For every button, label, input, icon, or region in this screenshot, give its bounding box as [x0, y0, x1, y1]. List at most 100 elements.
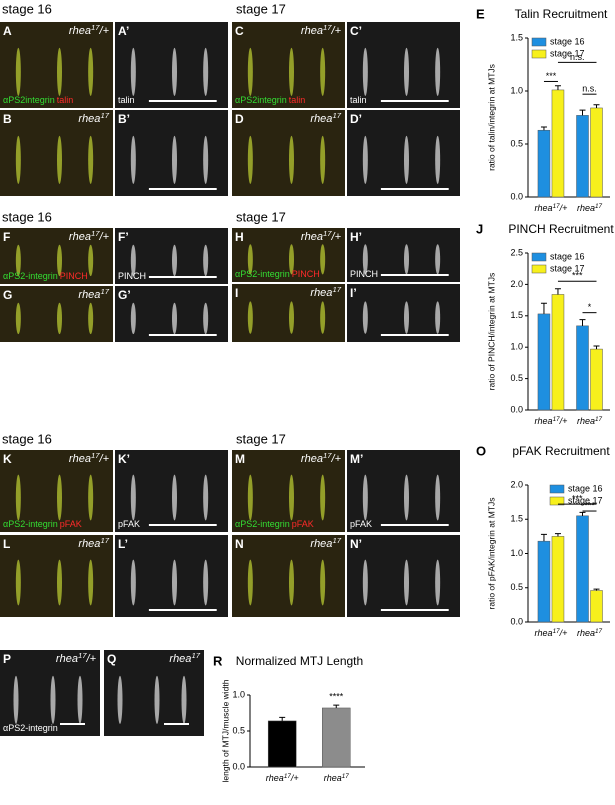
- genotype-rest: /+: [331, 25, 342, 37]
- muscle-attachment: [404, 301, 409, 334]
- y-tick-label: 1.0: [510, 548, 523, 558]
- y-tick-label: 0.0: [510, 616, 523, 626]
- genotype-base: rhea: [78, 538, 100, 550]
- stain-name: PINCH: [118, 271, 146, 281]
- muscle-attachment: [435, 559, 441, 606]
- genotype-base: rhea: [78, 113, 100, 125]
- error-bar: [279, 716, 286, 721]
- stain-name: PINCH: [350, 269, 378, 279]
- muscle-attachment: [88, 244, 94, 277]
- genotype-base: rhea: [301, 25, 323, 37]
- muscle-attachment: [172, 474, 177, 521]
- chart-letter: R: [213, 653, 223, 668]
- muscle-attachment: [130, 559, 136, 606]
- panel-letter: I’: [350, 286, 357, 300]
- genotype-rest: /+: [559, 203, 568, 213]
- significance-label: ***: [572, 494, 583, 504]
- muscle-attachment: [289, 244, 294, 275]
- genotype-base: rhea: [69, 25, 91, 37]
- panel-letter: H: [235, 230, 244, 244]
- stain-name: αPS2integrin: [235, 95, 287, 105]
- stage-label: stage 16: [2, 431, 52, 446]
- genotype-base: rhea: [266, 773, 284, 783]
- x-tick-label: rhea17/+: [535, 203, 568, 214]
- muscle-attachment: [435, 244, 441, 275]
- bar: [551, 89, 565, 198]
- muscle-attachment: [172, 47, 177, 96]
- muscle-attachment: [77, 675, 83, 724]
- genotype-label: rhea17/+: [301, 451, 342, 465]
- muscle-attachment: [435, 47, 441, 96]
- panel-letter: D’: [350, 112, 362, 126]
- muscle-attachment: [435, 135, 441, 184]
- muscle-attachment: [117, 675, 123, 724]
- muscle-attachment: [15, 135, 21, 184]
- genotype-label: rhea17: [78, 536, 109, 550]
- chart-title: Talin Recruitment: [515, 7, 608, 21]
- genotype-base: rhea: [324, 773, 342, 783]
- muscle-attachment: [88, 474, 94, 521]
- muscle-attachment: [15, 559, 21, 606]
- significance-label: *: [588, 302, 592, 312]
- muscle-attachment: [57, 244, 62, 277]
- y-tick-label: 0.0: [232, 761, 245, 771]
- stain-name: pFAK: [350, 519, 372, 529]
- stain-label: pFAK: [350, 519, 372, 529]
- y-tick-label: 0.5: [510, 373, 523, 383]
- y-tick-label: 1.0: [232, 689, 245, 699]
- genotype-sup: 17: [91, 23, 100, 32]
- genotype-sup: 17: [342, 773, 350, 780]
- genotype-sup: 17: [332, 285, 341, 294]
- genotype-rest: /+: [99, 453, 110, 465]
- legend-label: stage 17: [550, 48, 585, 58]
- genotype-sup: 17: [595, 628, 603, 635]
- genotype-sup: 17: [284, 773, 292, 780]
- panel-letter: F: [3, 230, 10, 244]
- muscle-attachment: [172, 302, 177, 335]
- muscle-attachment: [88, 302, 94, 335]
- panel-letter: M’: [350, 452, 363, 466]
- stain-label: αPS2-integrin PINCH: [3, 271, 88, 281]
- muscle-attachment: [57, 559, 62, 606]
- x-tick-label: rhea17: [577, 628, 603, 639]
- muscle-attachment: [203, 474, 209, 521]
- muscle-attachment: [247, 244, 253, 275]
- legend-swatch: [531, 264, 547, 274]
- bar: [576, 325, 589, 411]
- genotype-base: rhea: [69, 453, 91, 465]
- stain-name: αPS2-integrin: [3, 519, 58, 529]
- muscle-attachment: [203, 47, 209, 96]
- error-bar: [593, 345, 600, 350]
- x-tick-label: rhea17: [577, 416, 603, 427]
- muscle-attachment: [404, 474, 409, 521]
- stain-name: talin: [118, 95, 135, 105]
- genotype-rest: /+: [331, 453, 342, 465]
- error-bar: [593, 588, 600, 591]
- genotype-sup: 17: [553, 416, 561, 423]
- muscle-attachment: [320, 244, 326, 275]
- y-tick-label: 0.5: [510, 582, 523, 592]
- stain-name: αPS2-integrin: [235, 519, 290, 529]
- muscle-attachment: [15, 244, 21, 277]
- stain-label: αPS2-integrin PINCH: [235, 269, 320, 279]
- y-tick-label: 2.0: [510, 279, 523, 289]
- muscle-attachment: [57, 135, 62, 184]
- genotype-base: rhea: [301, 231, 323, 243]
- stain-name: pFAK: [60, 519, 82, 529]
- stain-name: αPS2-integrin: [3, 271, 58, 281]
- panel-letter: C: [235, 24, 244, 38]
- muscle-attachment: [320, 559, 326, 606]
- muscle-attachment: [404, 47, 409, 96]
- bar: [551, 536, 565, 623]
- genotype-sup: 17: [553, 203, 561, 210]
- muscle-attachment: [247, 135, 253, 184]
- bar: [576, 515, 589, 623]
- stain-name: PINCH: [292, 269, 320, 279]
- error-bar: [579, 511, 586, 516]
- muscle-attachment: [247, 47, 253, 96]
- bar: [322, 707, 351, 768]
- genotype-sup: 17: [595, 416, 603, 423]
- stain-name: talin: [350, 95, 367, 105]
- error-bar: [540, 126, 547, 131]
